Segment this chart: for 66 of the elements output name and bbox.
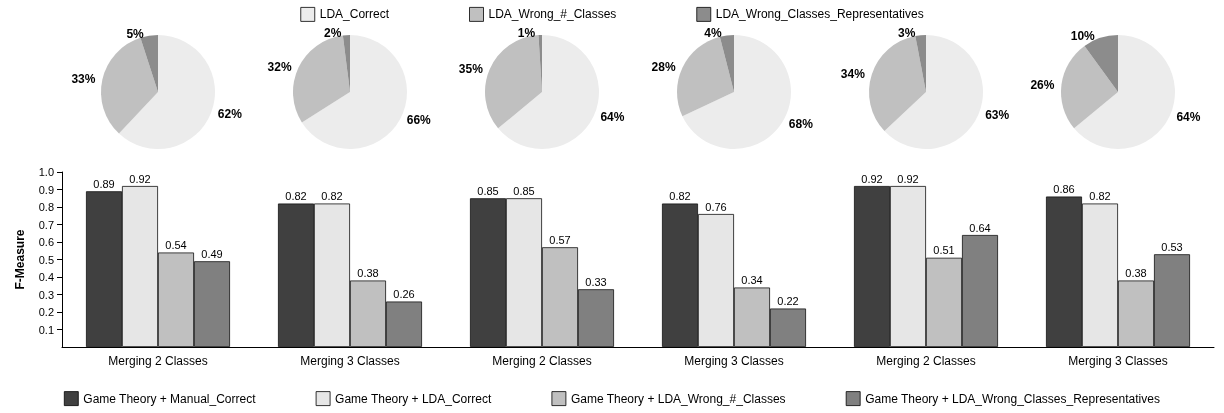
data-label: 33% [71,72,96,87]
x-tick-label: Merging 3 Classes [300,354,400,368]
data-label: 28% [651,59,676,74]
data-label: 0.92 [861,172,883,185]
data-label: 0.86 [1053,183,1075,195]
data-label: 0.82 [321,190,343,202]
data-label: 0.76 [705,200,727,213]
data-label: 0.85 [513,184,535,197]
legend-label: LDA_Wrong_Classes_Representatives [715,7,924,22]
y-tick-label: 0.2 [38,306,54,318]
data-label: 68% [788,116,814,131]
y-tick-label: 1.0 [38,166,54,178]
legend-label: LDA_Correct [319,7,390,22]
data-label: 0.26 [393,288,415,300]
data-label: 0.82 [285,190,307,202]
data-label: 1% [517,26,536,41]
data-label: 0.85 [477,184,499,197]
data-label: 64% [1176,110,1201,125]
data-label: 0.92 [129,172,151,185]
y-tick-label: 0.6 [38,236,54,248]
data-label: 0.64 [969,221,991,234]
legend-label: Game Theory + LDA_Wrong_#_Classes [570,391,786,406]
y-tick-label: 0.7 [38,218,54,231]
x-tick-label: Merging 2 Classes [108,354,208,368]
data-label: 0.54 [165,239,187,251]
legend-label: LDA_Wrong_#_Classes [488,7,617,22]
data-label: 10% [1070,28,1096,43]
data-label: 0.38 [357,267,379,279]
data-label: 0.57 [549,233,571,246]
data-label: 32% [267,59,292,74]
data-label: 0.34 [741,274,763,286]
x-tick-label: Merging 2 Classes [492,354,592,368]
y-tick-label: 0.5 [38,253,54,266]
data-label: 0.38 [1125,267,1147,279]
data-label: 63% [985,108,1010,123]
data-label: 64% [600,110,625,125]
data-label: 5% [126,26,145,41]
y-tick-label: 0.9 [38,183,54,196]
data-label: 0.92 [897,172,919,185]
legend-label: Game Theory + LDA_Wrong_Classes_Representatives [865,391,1160,406]
data-label: 0.22 [777,295,799,307]
data-label: 35% [458,61,484,76]
data-label: 0.82 [669,190,691,202]
data-label: 0.89 [93,177,115,190]
data-label: 4% [704,26,722,41]
x-tick-label: Merging 3 Classes [1068,354,1168,368]
legend-label: Game Theory + Manual_Correct [83,391,257,406]
y-tick-label: 0.3 [38,288,54,301]
data-label: 26% [1030,77,1055,92]
data-label: 3% [898,26,916,41]
x-tick-label: Merging 2 Classes [876,354,976,368]
data-label: 0.53 [1161,240,1183,253]
y-tick-label: 0.4 [38,271,54,283]
x-tick-label: Merging 3 Classes [684,354,784,368]
data-label: 0.51 [933,244,955,257]
y-axis-title: F-Measure [13,229,27,290]
data-label: 0.82 [1089,190,1111,202]
legend-label: Game Theory + LDA_Correct [335,391,492,406]
data-label: 66% [406,113,432,128]
y-tick-label: 0.1 [38,323,54,336]
data-label: 34% [840,66,866,81]
data-label: 62% [217,106,243,121]
data-label: 2% [323,26,342,41]
data-label: 0.33 [585,275,607,288]
y-tick-label: 0.8 [38,201,54,213]
data-label: 0.49 [201,247,223,260]
